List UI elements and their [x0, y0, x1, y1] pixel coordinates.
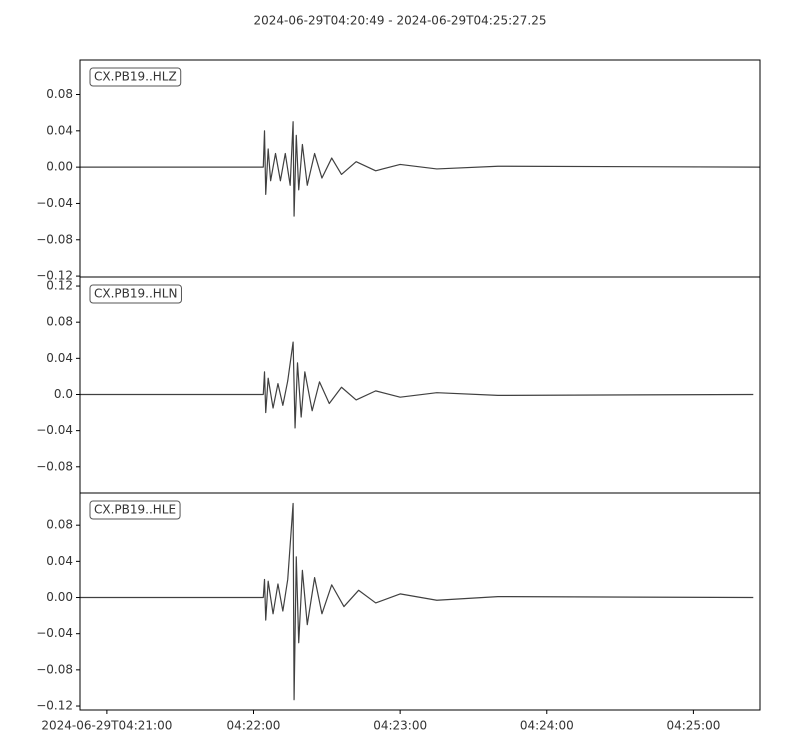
x-tick-label: 04:24:00	[520, 719, 574, 733]
y-tick-label: −0.08	[36, 662, 73, 676]
y-tick-label: 0.04	[46, 351, 73, 365]
axes-frame	[79, 492, 761, 711]
y-tick-label: −0.04	[36, 423, 73, 437]
y-tick-label: 0.04	[46, 554, 73, 568]
y-tick-label: 0.00	[46, 590, 73, 604]
x-tick-label: 2024-06-29T04:21:00	[41, 719, 172, 733]
chart-title: 2024-06-29T04:20:49 - 2024-06-29T04:25:2…	[254, 14, 547, 28]
y-tick-label: 0.04	[46, 123, 73, 137]
legend-box	[89, 284, 182, 304]
y-tick-label: 0.00	[46, 160, 73, 174]
y-tick-label: −0.12	[36, 699, 73, 713]
y-tick-label: 0.12	[46, 279, 73, 293]
y-tick-label: −0.04	[36, 626, 73, 640]
y-tick-label: −0.08	[36, 232, 73, 246]
y-tick-label: 0.08	[46, 315, 73, 329]
x-tick-label: 04:25:00	[666, 719, 720, 733]
legend-label: CX.PB19..HLZ	[94, 70, 177, 84]
axes-frame	[79, 276, 761, 494]
legend-label: CX.PB19..HLE	[94, 503, 176, 517]
y-tick-label: 0.08	[46, 87, 73, 101]
y-tick-label: −0.12	[36, 269, 73, 283]
axes-frame	[79, 59, 761, 278]
y-tick-label: 0.08	[46, 518, 73, 532]
legend-box	[89, 500, 181, 520]
x-tick-label: 04:23:00	[373, 719, 427, 733]
y-tick-label: 0.0	[54, 387, 73, 401]
y-tick-label: −0.08	[36, 459, 73, 473]
waveform	[80, 341, 754, 429]
waveform	[80, 121, 761, 217]
x-tick-label: 04:22:00	[227, 719, 281, 733]
y-tick-label: −0.04	[36, 196, 73, 210]
legend-box	[89, 67, 182, 87]
legend-label: CX.PB19..HLN	[94, 287, 177, 301]
waveform	[80, 502, 754, 701]
